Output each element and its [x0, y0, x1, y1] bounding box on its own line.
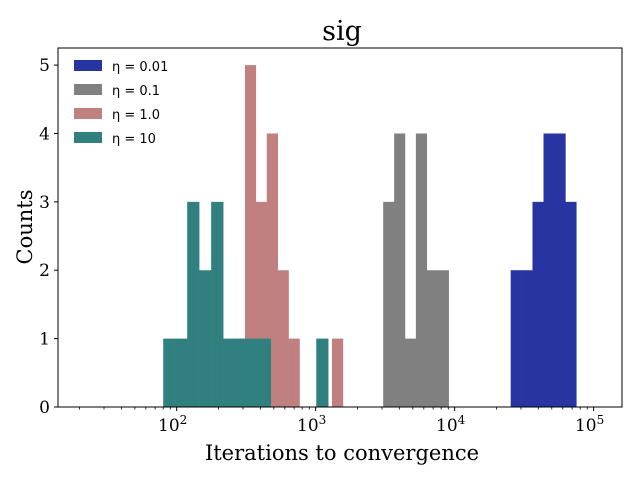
bar-series-3-bin-1 [175, 338, 188, 407]
bar-series-1-bin-4 [426, 270, 438, 407]
bars-layer [163, 65, 577, 408]
axes-layer: 0 1 2 3 4 5 102 103 104 105 [39, 47, 623, 436]
plot-frame [57, 47, 623, 408]
chart-title: sig [322, 16, 362, 47]
x-tick-label: 104 [436, 413, 466, 436]
legend-label: η = 0.01 [112, 60, 168, 75]
bar-series-0-bin-3 [543, 133, 555, 408]
legend-label: η = 1.0 [112, 108, 160, 123]
bar-series-1-bin-2 [404, 338, 417, 407]
bar-series-0-bin-4 [554, 133, 566, 408]
legend-swatch [74, 108, 102, 119]
bar-series-3-bin-2 [187, 201, 200, 407]
x-axis-label: Iterations to convergence [205, 441, 479, 465]
bar-series-2-bin-4 [277, 270, 289, 407]
y-tick-label: 4 [39, 124, 50, 144]
bar-series-2-bin-5 [288, 338, 300, 407]
bar-series-3-bin-0 [163, 338, 176, 407]
bar-series-1-bin-1 [394, 133, 406, 408]
y-axis-label: Counts [13, 190, 37, 265]
legend-label: η = 0.1 [112, 84, 160, 99]
bar-series-3-bin-4 [211, 201, 224, 407]
y-tick-label: 1 [39, 330, 50, 350]
legend: η = 0.01 η = 0.1 η = 1.0 η = 10 [74, 60, 168, 147]
bar-series-2-bin-2 [255, 201, 268, 407]
x-tick-label: 103 [297, 413, 326, 436]
bar-series-1-bin-5 [437, 270, 449, 407]
bar-series-3-bin-6 [235, 338, 248, 407]
bar-series-3-bin-5 [223, 338, 236, 407]
bar-series-1-bin-0 [383, 201, 395, 407]
bar-series-1-bin-3 [415, 133, 428, 408]
y-tick-label: 2 [39, 261, 50, 281]
legend-swatch [74, 84, 102, 95]
bar-series-2-bin-6 [331, 338, 344, 407]
bar-series-3-bin-3 [199, 270, 212, 407]
legend-swatch [74, 60, 102, 71]
y-tick-label: 3 [39, 193, 50, 213]
bar-series-3-bin-8 [258, 338, 272, 407]
bar-series-0-bin-5 [565, 201, 577, 407]
bar-series-2-bin-3 [266, 133, 278, 408]
legend-label: η = 10 [112, 132, 156, 147]
bar-series-0-bin-0 [510, 270, 522, 407]
legend-swatch [74, 132, 102, 143]
y-tick-label: 5 [39, 56, 50, 76]
x-tick-label: 102 [158, 413, 187, 436]
bar-series-0-bin-1 [521, 270, 533, 407]
bar-series-3-bin-7 [246, 338, 260, 407]
x-tick-label: 105 [575, 413, 604, 436]
bar-series-2-bin-1 [244, 65, 257, 407]
bar-series-3-bin-9 [316, 338, 329, 407]
bar-series-0-bin-2 [532, 201, 544, 407]
y-tick-label: 0 [39, 398, 50, 418]
